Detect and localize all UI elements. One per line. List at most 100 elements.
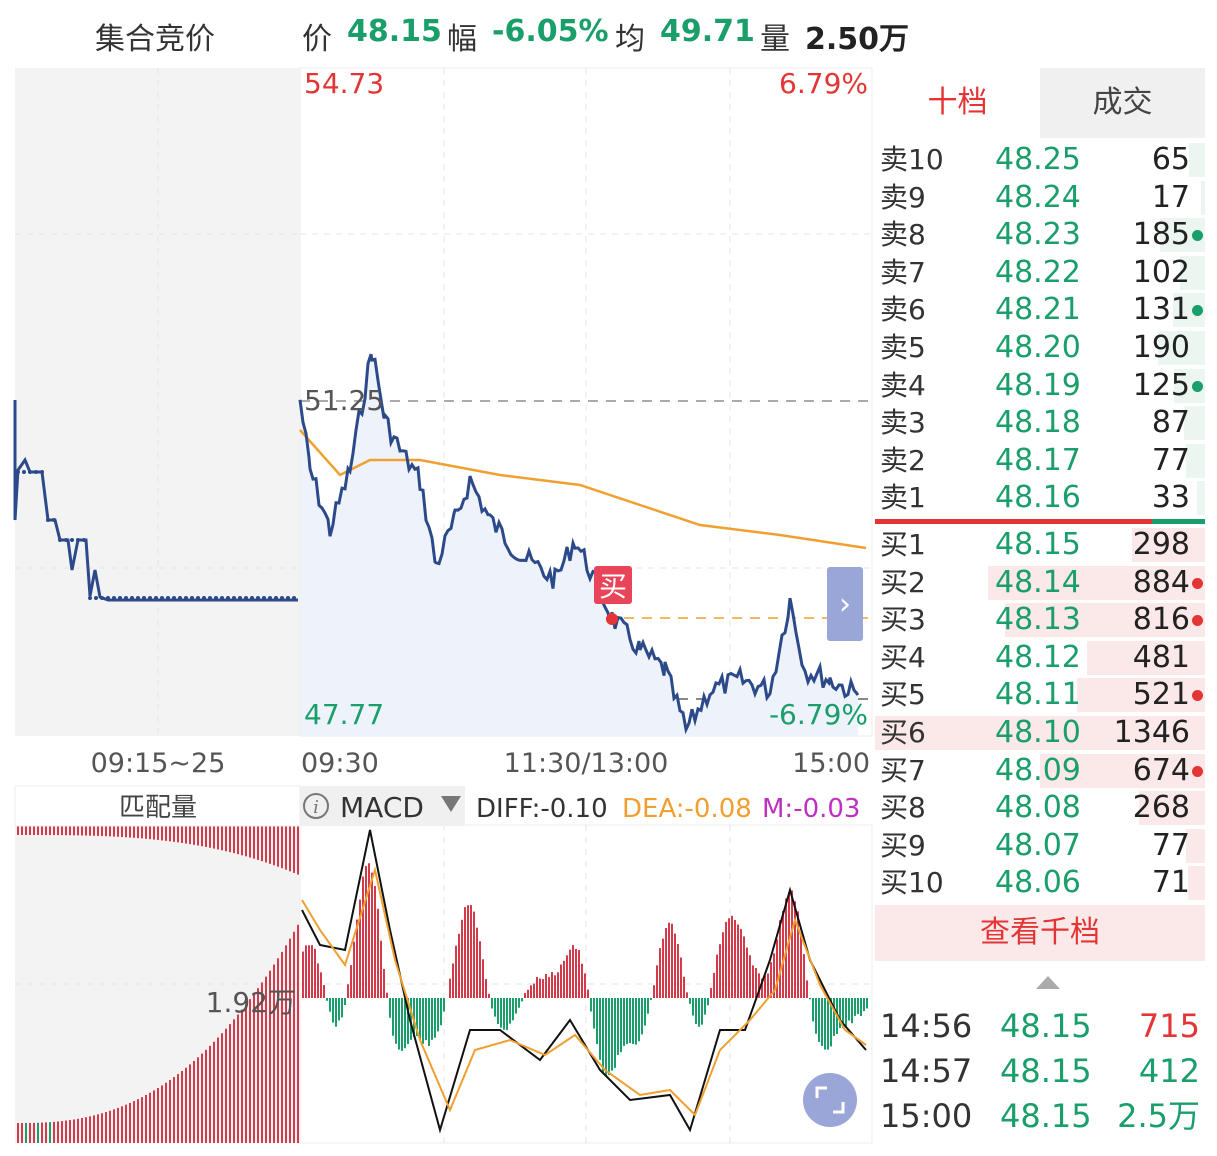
bid-row[interactable]: 买4 48.12 481 — [875, 639, 1205, 677]
bid-row[interactable]: 买2 48.14 884 — [875, 564, 1205, 602]
bid-row[interactable]: 买9 48.07 77 — [875, 827, 1205, 865]
macd-bar — [305, 945, 307, 998]
auction-bar-top — [149, 825, 151, 840]
auction-bar-bottom — [197, 1057, 199, 1143]
auction-bar-top — [293, 825, 295, 873]
level-volume: 190 — [1132, 330, 1190, 365]
macd-bar — [515, 998, 517, 1014]
macd-bar — [485, 979, 487, 998]
macd-bar — [350, 965, 352, 998]
macd-bar — [320, 972, 322, 998]
ask-row[interactable]: 卖5 48.20 190 — [875, 329, 1205, 367]
macd-bar — [500, 998, 502, 1028]
macd-bar — [533, 983, 535, 998]
macd-bar — [686, 992, 688, 998]
macd-bar — [404, 998, 406, 1049]
auction-bar-bottom — [145, 1094, 147, 1143]
auction-bar-top — [113, 825, 115, 837]
triangle-up-icon[interactable] — [1036, 976, 1060, 989]
pre-market-point — [184, 596, 188, 600]
auction-bar-top — [133, 825, 135, 838]
intraday-chart[interactable]: 54.73 6.79% 51.25 47.77 -6.79% 买 › 09:15… — [0, 60, 875, 1150]
macd-bar — [731, 915, 733, 998]
ask-row[interactable]: 卖2 48.17 77 — [875, 442, 1205, 480]
macd-bar — [761, 978, 763, 998]
level-volume: 71 — [1151, 865, 1190, 901]
fullscreen-button[interactable] — [803, 1073, 857, 1127]
macd-bar — [632, 998, 634, 1044]
auction-bar-top — [277, 825, 279, 867]
macd-bar — [578, 950, 580, 998]
ask-row[interactable]: 卖10 48.25 65 — [875, 141, 1205, 179]
macd-bar — [458, 933, 460, 998]
bid-row[interactable]: 买5 48.11 521 — [875, 676, 1205, 714]
ask-row[interactable]: 卖7 48.22 102 — [875, 254, 1205, 292]
auction-bar-bottom — [41, 1122, 43, 1143]
macd-bar — [449, 978, 451, 998]
auction-bar-bottom — [33, 1122, 35, 1143]
macd-bar — [365, 865, 367, 998]
auction-bar-top — [141, 825, 143, 839]
expand-panel-button[interactable]: › — [827, 567, 863, 641]
auction-bar-bottom — [209, 1045, 211, 1143]
macd-bar — [611, 998, 613, 1071]
order-book-panel: 十档 成交 卖10 48.25 65 卖9 48.24 17 卖8 48.23 185 卖7 48.… — [875, 68, 1205, 1144]
dea-value: DEA:-0.08 — [622, 794, 752, 824]
macd-bar — [524, 992, 526, 998]
auction-bar-top — [161, 825, 163, 841]
pre-market-point — [106, 596, 110, 600]
auction-bar-bottom — [221, 1033, 223, 1143]
level-price: 48.12 — [995, 639, 1081, 675]
auction-bar-bottom — [149, 1092, 151, 1143]
auction-bar-top — [249, 825, 251, 858]
macd-bar — [827, 998, 829, 1050]
avg-label: 均 — [615, 22, 645, 57]
level-volume: 87 — [1151, 405, 1190, 441]
macd-bar — [479, 941, 481, 998]
auction-bar-bottom — [129, 1102, 131, 1143]
macd-bar — [737, 924, 739, 998]
macd-bar — [815, 998, 817, 1034]
bid-row[interactable]: 买10 48.06 71 — [875, 864, 1205, 902]
auction-bar-top — [177, 825, 179, 843]
auction-bar-top — [17, 825, 19, 835]
bid-row[interactable]: 买7 48.09 674 — [875, 752, 1205, 790]
macd-bar — [434, 998, 436, 1038]
macd-bar — [425, 998, 427, 1041]
macd-bar — [758, 973, 760, 998]
macd-bar — [347, 984, 349, 998]
auction-bar-bottom — [65, 1120, 67, 1143]
ask-row[interactable]: 卖4 48.19 125 — [875, 367, 1205, 405]
ask-row[interactable]: 卖3 48.18 87 — [875, 404, 1205, 442]
tab-trades[interactable]: 成交 — [1040, 68, 1205, 138]
bid-row[interactable]: 买1 48.15 298 — [875, 526, 1205, 564]
indicator-selector[interactable]: i MACD — [300, 786, 465, 826]
ask-row[interactable]: 卖9 48.24 17 — [875, 179, 1205, 217]
level-label: 买1 — [880, 528, 926, 561]
chevron-right-icon: › — [839, 587, 851, 622]
macd-bar — [755, 968, 757, 998]
bid-row[interactable]: 买8 48.08 268 — [875, 789, 1205, 827]
bid-row[interactable]: 买6 48.10 1346 — [875, 714, 1205, 752]
macd-bar — [461, 919, 463, 998]
trade-time: 14:57 — [880, 1052, 973, 1090]
macd-bar — [659, 948, 661, 998]
depth-bar — [1039, 753, 1205, 788]
bid-row[interactable]: 买3 48.13 816 — [875, 601, 1205, 639]
ask-row[interactable]: 卖8 48.23 185 — [875, 216, 1205, 254]
macd-bar — [371, 872, 373, 998]
buy-marker[interactable]: 买 — [594, 566, 632, 625]
pre-market-point — [208, 596, 212, 600]
macd-bar — [584, 973, 586, 998]
ask-row[interactable]: 卖1 48.16 33 — [875, 479, 1205, 517]
auction-bar-top — [49, 825, 51, 836]
macd-bar — [668, 922, 670, 998]
level-volume: 33 — [1151, 480, 1190, 516]
macd-bar — [647, 998, 649, 1014]
dropdown-icon — [441, 796, 461, 812]
ask-row[interactable]: 卖6 48.21 131 — [875, 291, 1205, 329]
pre-market-point — [262, 596, 266, 600]
tab-ten-level[interactable]: 十档 — [875, 68, 1040, 138]
macd-bar — [662, 938, 664, 998]
view-thousand-levels-button[interactable]: 查看千档 — [875, 905, 1205, 961]
